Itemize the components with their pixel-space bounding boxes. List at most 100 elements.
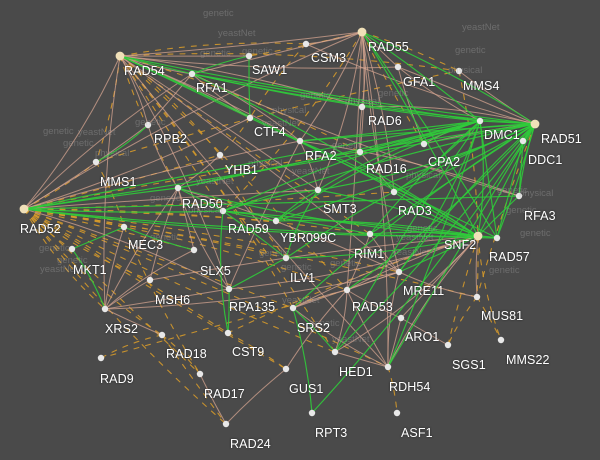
- node-mms22[interactable]: [497, 336, 505, 344]
- node-rad3[interactable]: [390, 188, 398, 196]
- node-mkt1[interactable]: [68, 245, 76, 253]
- node-rad54[interactable]: [115, 51, 125, 61]
- node-rad57[interactable]: [493, 234, 501, 242]
- node-rpb2[interactable]: [144, 121, 152, 129]
- node-rad51[interactable]: [530, 119, 540, 129]
- node-asf1[interactable]: [393, 409, 401, 417]
- edge-yeastNet: [292, 307, 313, 414]
- node-rdh54[interactable]: [384, 363, 392, 371]
- node-rad9[interactable]: [97, 354, 105, 362]
- edge-yeastNet: [248, 55, 251, 119]
- edge-genetic: [161, 334, 227, 425]
- edge-genetic: [161, 334, 201, 375]
- node-rad55[interactable]: [357, 27, 367, 37]
- edge-yeastNet: [23, 195, 520, 210]
- node-ilv1[interactable]: [282, 254, 290, 262]
- edge-genetic: [249, 43, 307, 119]
- edge-genetic: [123, 226, 201, 375]
- edge-yeastNet: [334, 120, 481, 353]
- node-cpa2[interactable]: [420, 140, 428, 148]
- node-rfa3[interactable]: [515, 192, 523, 200]
- node-snf2[interactable]: [473, 231, 483, 241]
- edge-physical: [23, 55, 121, 210]
- node-mec3[interactable]: [120, 223, 128, 231]
- node-rad24[interactable]: [222, 420, 230, 428]
- node-mus81[interactable]: [473, 293, 481, 301]
- edge-genetic: [95, 70, 460, 163]
- node-dmc1[interactable]: [476, 117, 484, 125]
- node-mms4[interactable]: [455, 67, 463, 75]
- edge-genetic: [23, 208, 227, 425]
- edge-physical: [299, 31, 363, 142]
- node-sgs1[interactable]: [444, 341, 452, 349]
- edge-physical: [23, 73, 193, 210]
- edge-yeastNet: [496, 140, 524, 239]
- node-rad16[interactable]: [356, 148, 364, 156]
- edge-physical: [23, 140, 301, 210]
- node-rim1[interactable]: [366, 230, 374, 238]
- node-rad50[interactable]: [174, 184, 182, 192]
- edge-genetic: [219, 154, 287, 259]
- edge-physical: [346, 289, 389, 368]
- node-rfa2[interactable]: [296, 137, 304, 145]
- node-saw1[interactable]: [245, 52, 253, 60]
- edge-yeastNet: [317, 120, 481, 191]
- node-mms1[interactable]: [92, 158, 100, 166]
- edge-yeastNet: [177, 120, 481, 189]
- edge-yeastNet: [292, 307, 336, 353]
- edge-physical: [147, 73, 193, 126]
- edge-yeastNet: [23, 208, 498, 239]
- edge-genetic: [23, 208, 195, 251]
- edge-genetic: [476, 296, 502, 341]
- node-rfa1[interactable]: [188, 70, 196, 78]
- edge-genetic: [222, 31, 363, 212]
- node-slx5[interactable]: [190, 246, 198, 254]
- edge-genetic: [23, 154, 221, 210]
- node-rad6[interactable]: [358, 103, 366, 111]
- edge-physical: [104, 308, 163, 336]
- edge-genetic: [23, 208, 229, 334]
- node-rpt3[interactable]: [308, 409, 316, 417]
- node-gfa1[interactable]: [394, 63, 402, 71]
- node-smt3[interactable]: [314, 186, 322, 194]
- edge-yeastNet: [477, 123, 536, 237]
- edge-yeastNet: [518, 140, 524, 197]
- edge-physical: [191, 73, 301, 142]
- node-yhb1[interactable]: [216, 151, 224, 159]
- node-aro1[interactable]: [397, 314, 405, 322]
- edge-physical: [292, 289, 348, 309]
- node-rad18[interactable]: [158, 331, 166, 339]
- edge-genetic: [227, 332, 287, 370]
- node-ybr099c[interactable]: [272, 217, 280, 225]
- node-gus1[interactable]: [282, 365, 290, 373]
- node-rpa135[interactable]: [225, 285, 233, 293]
- node-msh6[interactable]: [146, 276, 154, 284]
- node-rad52[interactable]: [19, 204, 29, 214]
- node-ddc1[interactable]: [519, 137, 527, 145]
- edge-physical: [177, 187, 195, 251]
- node-ctf4[interactable]: [246, 114, 254, 122]
- node-rad17[interactable]: [196, 370, 204, 378]
- node-xrs2[interactable]: [101, 305, 109, 313]
- node-cst9[interactable]: [224, 329, 232, 337]
- node-rad53[interactable]: [343, 286, 351, 294]
- edge-yeastNet: [228, 257, 287, 290]
- node-rad59[interactable]: [219, 207, 227, 215]
- edge-yeastNet: [299, 140, 479, 237]
- edge-genetic: [23, 208, 151, 281]
- edge-physical: [149, 187, 179, 281]
- edge-physical: [359, 106, 363, 153]
- node-hed1[interactable]: [331, 348, 339, 356]
- node-srs2[interactable]: [289, 304, 297, 312]
- edge-yeastNet: [177, 187, 224, 212]
- edge-physical: [228, 235, 479, 290]
- node-csm3[interactable]: [302, 40, 310, 48]
- edge-yeastNet: [23, 208, 224, 213]
- edge-physical: [369, 233, 400, 273]
- edge-yeastNet: [361, 31, 481, 122]
- node-mre11[interactable]: [395, 268, 403, 276]
- edge-physical: [334, 235, 479, 353]
- edge-yeastNet: [95, 124, 149, 163]
- edge-yeastNet: [222, 123, 536, 212]
